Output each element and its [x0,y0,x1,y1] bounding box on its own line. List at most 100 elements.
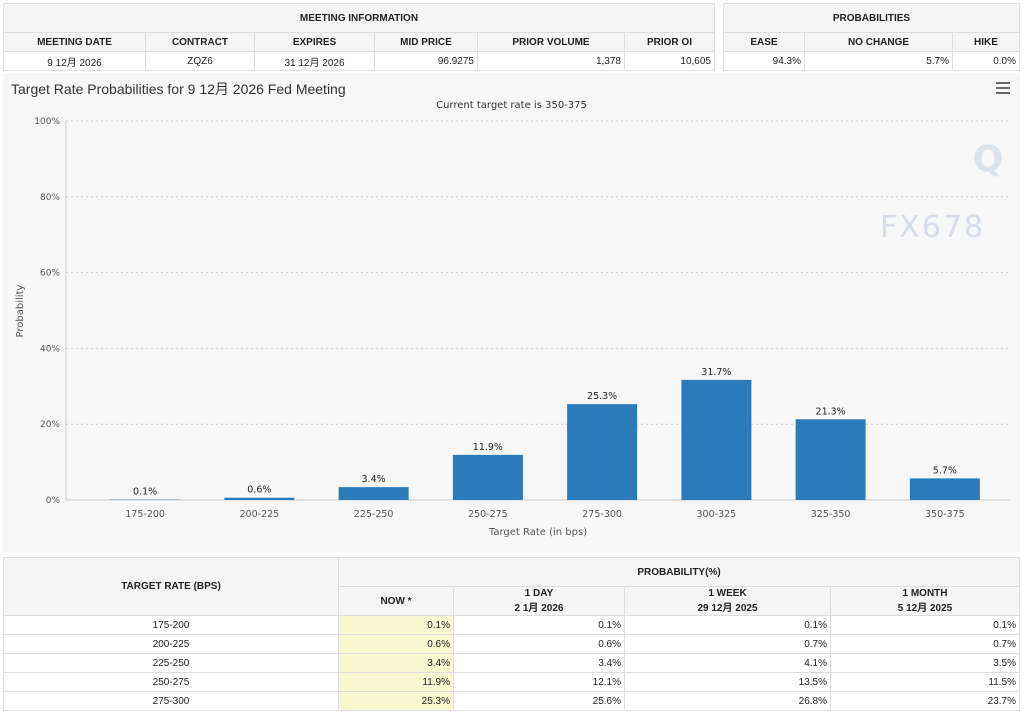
col-header: PRIOR OI [624,32,715,52]
col-header: CONTRACT [145,32,255,52]
expires: 31 12月 2026 [254,51,375,71]
bar-275-300 [567,404,638,500]
probability-header: PROBABILITY(%) [338,557,1020,587]
x-tick-label: 275-300 [582,509,622,520]
probabilities-table: PROBABILITIES EASE NO CHANGE HIKE 94.3% 5.7… [723,3,1020,71]
x-tick-label: 225-250 [354,509,394,520]
probability-cell: 0.1% [830,615,1020,635]
meeting-date: 9 12月 2026 [3,51,146,71]
probability-cell: 11.9% [338,672,454,692]
probability-cell: 11.5% [830,672,1020,692]
rate-range: 175-200 [3,615,339,635]
target-rate-table: TARGET RATE (BPS) PROBABILITY(%) NOW * 1 D… [3,557,1020,711]
x-tick-label: 325-350 [811,509,851,520]
col-header-2: 1 WEEK 29 12月 2025 [624,586,831,616]
probability-cell: 0.7% [830,634,1020,654]
data-label: 3.4% [362,474,386,485]
y-tick-label: 60% [40,269,60,279]
col-label: NOW * [380,595,412,607]
x-tick-label: 175-200 [125,509,165,520]
prior-volume: 1,378 [477,51,625,71]
x-tick-label: 200-225 [240,509,280,520]
col-header: PRIOR VOLUME [477,32,625,52]
x-tick-label: 350-375 [925,509,965,520]
x-tick-label: 250-275 [468,509,508,520]
table-row: 200-225 0.6% 0.6% 0.7% 0.7% [3,634,1020,654]
meeting-info-title: MEETING INFORMATION [3,3,715,33]
table-row: 250-275 11.9% 12.1% 13.5% 11.5% [3,672,1020,692]
probability-cell: 26.8% [624,691,831,711]
probability-cell: 25.6% [453,691,625,711]
col-date: 5 12月 2025 [897,603,953,614]
hamburger-menu-icon[interactable] [996,82,1010,97]
target-rate-header: TARGET RATE (BPS) [3,557,339,616]
probability-cell: 0.6% [453,634,625,654]
bar-200-225 [224,497,295,500]
col-header: MID PRICE [374,32,478,52]
rate-range: 275-300 [3,691,339,711]
probability-cell: 3.4% [453,653,625,673]
bar-325-350 [795,419,866,500]
bar-350-375 [909,478,980,500]
no-change-value: 5.7% [804,51,953,71]
chart-title: Target Rate Probabilities for 9 12月 2026… [11,81,346,97]
col-header-0: NOW * [338,586,454,616]
data-label: 21.3% [816,406,846,417]
chart-subtitle: Current target rate is 350-375 [436,100,587,111]
probability-cell: 3.4% [338,653,454,673]
data-label: 31.7% [701,367,731,378]
ease-value: 94.3% [723,51,805,71]
rate-range: 225-250 [3,653,339,673]
probability-cell: 4.1% [624,653,831,673]
col-date: 29 12月 2025 [697,603,758,614]
y-tick-label: 20% [40,420,60,430]
probability-cell: 3.5% [830,653,1020,673]
rate-range: 250-275 [3,672,339,692]
prior-oi: 10,605 [624,51,715,71]
data-label: 5.7% [933,465,957,476]
y-tick-label: 40% [40,344,60,354]
contract: ZQZ6 [145,51,255,71]
table-row: 175-200 0.1% 0.1% 0.1% 0.1% [3,615,1020,635]
watermark: FX678 [880,210,986,245]
bar-250-275 [452,454,523,500]
q-logo: Q [973,139,1004,180]
y-tick-label: 80% [40,193,60,203]
probability-cell: 13.5% [624,672,831,692]
hike-value: 0.0% [952,51,1020,71]
probability-cell: 0.7% [624,634,831,654]
col-header: EASE [723,32,805,52]
table-row: 275-300 25.3% 25.6% 26.8% 23.7% [3,691,1020,711]
probability-cell: 0.1% [624,615,831,635]
bar-chart: 0% 20% 40% 60% 80% 100% 0.1% 175-200 0.6% 200-225… [15,117,1010,538]
col-label: 1 DAY [524,588,554,599]
probability-cell: 0.6% [338,634,454,654]
col-header: EXPIRES [254,32,375,52]
probability-cell: 23.7% [830,691,1020,711]
data-label: 25.3% [587,391,617,402]
table-row: 225-250 3.4% 3.4% 4.1% 3.5% [3,653,1020,673]
data-label: 0.1% [133,487,157,498]
probability-cell: 12.1% [453,672,625,692]
col-label: 1 MONTH [902,588,948,599]
bar-225-250 [338,487,409,500]
rate-range: 200-225 [3,634,339,654]
chart-panel: 0% 20% 40% 60% 80% 100% 0.1% 175-200 0.6% 200-225… [3,73,1020,552]
col-date: 2 1月 2026 [514,603,564,614]
probability-cell: 0.1% [338,615,454,635]
col-header: HIKE [952,32,1020,52]
col-header-1: 1 DAY 2 1月 2026 [453,586,625,616]
col-header: MEETING DATE [3,32,146,52]
probability-cell: 0.1% [453,615,625,635]
col-header-3: 1 MONTH 5 12月 2025 [830,586,1020,616]
y-axis-title: Probability [15,284,26,337]
probability-cell: 25.3% [338,691,454,711]
y-tick-label: 0% [46,496,61,506]
meeting-information-table: MEETING INFORMATION MEETING DATE CONTRACT… [3,3,715,71]
probabilities-title: PROBABILITIES [723,3,1020,33]
bar-300-325 [681,379,752,500]
col-header: NO CHANGE [804,32,953,52]
data-label: 11.9% [473,442,503,453]
x-tick-label: 300-325 [697,509,737,520]
x-axis-title: Target Rate (in bps) [488,527,587,538]
